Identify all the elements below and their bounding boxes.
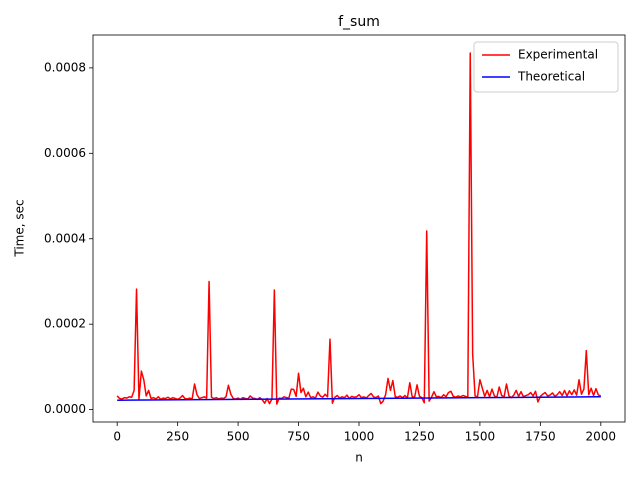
y-tick-label: 0.0000 [44, 402, 86, 416]
y-tick-label: 0.0008 [44, 60, 86, 74]
x-axis-label: n [355, 451, 363, 465]
y-tick-label: 0.0004 [44, 231, 86, 245]
x-tick-label: 1500 [465, 430, 496, 444]
y-axis-label: Time, sec [13, 199, 27, 257]
x-tick-label: 750 [287, 430, 310, 444]
x-tick-label: 1250 [404, 430, 435, 444]
x-tick-label: 1750 [525, 430, 556, 444]
chart-title: f_sum [338, 14, 380, 30]
legend-label: Experimental [518, 48, 598, 62]
line-series [117, 396, 601, 401]
x-tick-label: 2000 [586, 430, 617, 444]
x-tick-label: 500 [227, 430, 250, 444]
y-tick-label: 0.0002 [44, 317, 86, 331]
legend-label: Theoretical [517, 70, 585, 84]
y-tick-label: 0.0006 [44, 146, 86, 160]
x-tick-label: 1000 [344, 430, 375, 444]
x-tick-label: 0 [113, 430, 121, 444]
x-tick-label: 250 [166, 430, 189, 444]
legend: Experimental Theoretical [473, 41, 619, 93]
plot-frame [92, 34, 626, 423]
line-series [116, 52, 602, 405]
